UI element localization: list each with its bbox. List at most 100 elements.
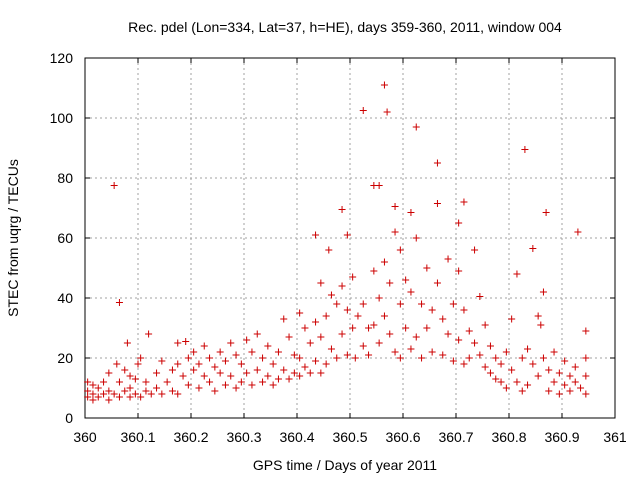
- data-point: [168, 366, 176, 374]
- data-point: [269, 360, 277, 368]
- y-tick-label: 60: [57, 230, 73, 246]
- data-point: [465, 354, 473, 362]
- data-point: [200, 342, 208, 350]
- data-point: [142, 387, 150, 395]
- data-point: [296, 354, 304, 362]
- data-point: [253, 366, 261, 374]
- data-point: [296, 372, 304, 380]
- data-point: [566, 372, 574, 380]
- data-point: [110, 182, 118, 189]
- data-point: [134, 360, 142, 368]
- y-axis-tick-labels: 0 20 40 60 80 100 120: [50, 50, 74, 426]
- data-point: [126, 372, 134, 380]
- data-point: [89, 396, 97, 404]
- data-point: [449, 357, 457, 365]
- data-point: [195, 384, 203, 392]
- data-point: [502, 384, 510, 392]
- data-point: [84, 393, 92, 401]
- data-point: [550, 348, 558, 356]
- data-point: [412, 123, 420, 131]
- axis-ticks: [84, 57, 616, 419]
- data-point: [115, 299, 123, 306]
- data-point: [113, 360, 121, 368]
- data-point: [153, 384, 161, 392]
- data-point: [115, 393, 123, 401]
- data-point: [121, 387, 129, 395]
- data-point: [545, 366, 553, 374]
- x-tick-label: 360.4: [279, 429, 314, 445]
- data-point: [518, 387, 526, 395]
- data-point: [518, 354, 526, 362]
- data-point: [428, 348, 436, 356]
- data-point: [338, 330, 346, 338]
- data-point: [333, 354, 341, 362]
- data-point: [534, 312, 542, 320]
- data-point: [145, 330, 153, 338]
- data-point: [126, 393, 134, 401]
- data-point: [274, 348, 282, 356]
- data-point: [105, 387, 113, 395]
- data-point: [476, 293, 484, 300]
- data-point: [153, 369, 161, 377]
- data-point: [280, 315, 288, 323]
- data-point: [206, 378, 214, 386]
- data-point: [555, 369, 563, 377]
- data-point: [513, 378, 521, 386]
- data-point: [412, 333, 420, 341]
- data-point: [566, 387, 574, 395]
- data-point: [322, 312, 330, 320]
- data-point: [402, 324, 410, 332]
- data-point: [539, 288, 547, 296]
- y-tick-label: 20: [57, 350, 73, 366]
- data-point: [227, 339, 235, 347]
- data-point: [439, 315, 447, 323]
- data-point: [306, 369, 314, 377]
- data-points: [84, 81, 590, 404]
- x-axis-tick-labels: 360 360.1 360.2 360.3 360.4 360.5 360.6 360.7 36…: [73, 429, 627, 445]
- data-point: [174, 360, 182, 368]
- data-point: [465, 327, 473, 335]
- data-point: [529, 360, 537, 368]
- data-point: [359, 107, 367, 114]
- data-point: [94, 393, 102, 401]
- data-point: [206, 354, 214, 362]
- data-point: [534, 372, 542, 380]
- x-tick-label: 360.9: [544, 429, 579, 445]
- data-point: [301, 363, 309, 371]
- data-point: [571, 363, 579, 371]
- data-point: [407, 209, 415, 216]
- data-point: [349, 324, 357, 332]
- data-point: [338, 206, 346, 213]
- data-point: [211, 363, 219, 371]
- data-point: [84, 387, 92, 395]
- data-point: [274, 375, 282, 383]
- data-point: [444, 330, 452, 338]
- data-point: [84, 378, 92, 386]
- data-point: [147, 390, 155, 398]
- data-point: [216, 369, 224, 377]
- data-point: [269, 381, 277, 389]
- data-point: [174, 339, 182, 347]
- y-axis-label: STEC from uqrg / TECUs: [5, 159, 21, 317]
- data-point: [359, 342, 367, 350]
- data-point: [168, 387, 176, 395]
- data-point: [370, 267, 378, 275]
- data-point: [444, 255, 452, 263]
- data-point: [365, 351, 373, 359]
- data-point: [529, 245, 537, 252]
- data-point: [190, 348, 198, 356]
- data-point: [375, 339, 383, 347]
- data-point: [561, 357, 569, 365]
- data-point: [163, 378, 171, 386]
- data-point: [455, 267, 463, 275]
- data-point: [577, 384, 585, 392]
- data-point: [317, 279, 325, 287]
- data-point: [243, 369, 251, 377]
- data-point: [439, 351, 447, 359]
- data-point: [574, 228, 582, 236]
- data-point: [264, 342, 272, 350]
- data-point: [237, 360, 245, 368]
- data-point: [402, 276, 410, 284]
- data-point: [174, 390, 182, 398]
- data-point: [100, 378, 108, 386]
